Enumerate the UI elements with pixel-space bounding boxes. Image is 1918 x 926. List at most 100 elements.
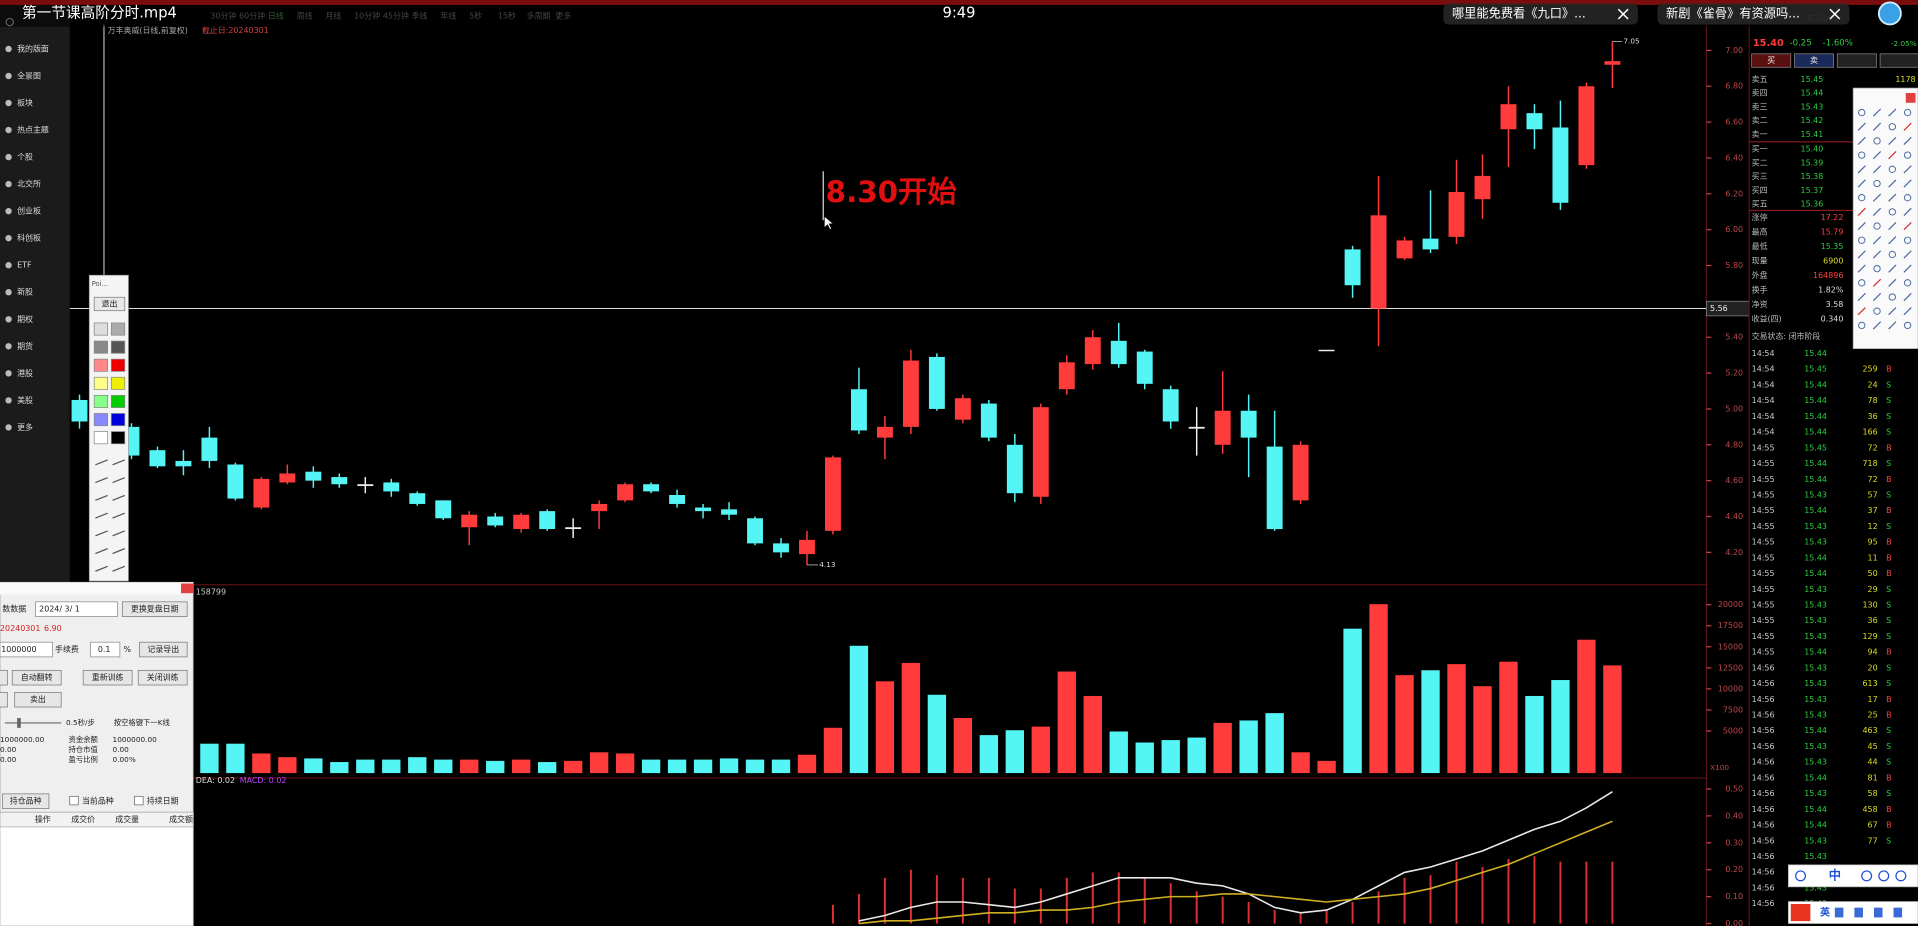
tool-icon[interactable] — [1873, 222, 1881, 230]
tool-icon[interactable] — [1858, 108, 1866, 117]
retrain-button[interactable] — [82, 669, 133, 686]
tool-icon[interactable] — [1872, 321, 1882, 330]
tool-icon[interactable] — [1903, 279, 1912, 287]
color-swatch[interactable] — [110, 413, 126, 427]
ime-icon[interactable] — [1893, 907, 1903, 918]
tools-palette-close[interactable] — [1905, 92, 1916, 103]
exit-button[interactable] — [93, 296, 126, 312]
color-swatch[interactable] — [93, 394, 109, 408]
button[interactable] — [0, 669, 8, 686]
tool-icon[interactable] — [1888, 136, 1897, 146]
checkbox[interactable] — [69, 795, 79, 806]
tool-icon[interactable] — [1903, 194, 1912, 202]
trade-button[interactable] — [1794, 53, 1834, 68]
tool-icon[interactable] — [1903, 165, 1912, 174]
ime-icon[interactable] — [1878, 870, 1890, 882]
tool-icon[interactable] — [1872, 250, 1882, 259]
tool-icon[interactable] — [1857, 122, 1866, 131]
color-swatch[interactable] — [93, 376, 109, 390]
tool-icon[interactable] — [1888, 151, 1897, 160]
tool-icon[interactable] — [1858, 279, 1866, 287]
notice[interactable] — [1657, 3, 1850, 25]
tool-icon[interactable] — [1888, 165, 1896, 173]
tool-icon[interactable] — [1872, 165, 1882, 174]
tool-icon[interactable] — [1888, 321, 1897, 330]
tool-icon[interactable] — [1888, 236, 1897, 245]
tool-icon[interactable] — [1858, 236, 1866, 244]
tool-icon[interactable] — [1888, 264, 1897, 273]
tool-icon[interactable] — [1872, 292, 1882, 302]
assistant-orb[interactable] — [1877, 1, 1902, 26]
color-swatch[interactable] — [110, 358, 126, 372]
color-swatch[interactable] — [93, 431, 109, 445]
tool-icon[interactable] — [1888, 293, 1896, 301]
tool-icon[interactable] — [1872, 151, 1882, 160]
tool-icon[interactable] — [1872, 207, 1882, 216]
tool-icon[interactable] — [1903, 108, 1912, 117]
color-swatch[interactable] — [110, 376, 126, 390]
color-swatch[interactable] — [93, 322, 109, 336]
tool-icon[interactable] — [1888, 250, 1896, 259]
tool-icon[interactable] — [1857, 307, 1866, 316]
tool-icon[interactable] — [1872, 122, 1882, 131]
tool-icon[interactable] — [1857, 136, 1866, 146]
tool-icon[interactable] — [1903, 179, 1912, 188]
capital-input[interactable] — [0, 641, 53, 658]
auto-button[interactable] — [11, 669, 62, 686]
tool-icon[interactable] — [1873, 179, 1881, 188]
tool-icon[interactable] — [1857, 221, 1866, 231]
date-input[interactable] — [35, 601, 118, 617]
tool-icon[interactable] — [1873, 137, 1881, 145]
fee-input[interactable] — [90, 641, 121, 658]
color-swatch[interactable] — [93, 413, 109, 427]
tool-icon[interactable] — [1857, 179, 1866, 188]
tool-icon[interactable] — [1888, 307, 1897, 316]
color-swatch[interactable] — [110, 431, 126, 445]
tool-icon[interactable] — [1903, 207, 1912, 216]
tool-icon[interactable] — [1858, 321, 1866, 330]
tool-icon[interactable] — [1903, 236, 1912, 244]
close-training-button[interactable] — [137, 669, 188, 686]
checkbox[interactable] — [134, 795, 144, 806]
sell-button[interactable] — [14, 691, 62, 708]
tool-icon[interactable] — [1872, 236, 1882, 245]
panel-button[interactable] — [1836, 53, 1877, 68]
tool-icon[interactable] — [1857, 264, 1866, 273]
tool-icon[interactable] — [1857, 292, 1866, 302]
tool-icon[interactable] — [1873, 264, 1881, 273]
tool-icon[interactable] — [1903, 136, 1912, 146]
color-swatch[interactable] — [93, 340, 109, 354]
tool-icon[interactable] — [1888, 193, 1897, 202]
trade-button[interactable] — [1751, 53, 1792, 68]
tool-icon[interactable] — [1858, 151, 1866, 159]
tool-icon[interactable] — [1888, 208, 1896, 216]
color-swatch[interactable] — [93, 358, 109, 372]
tool-icon[interactable] — [1873, 307, 1881, 315]
tool-icon[interactable] — [1858, 194, 1866, 202]
tool-icon[interactable] — [1888, 278, 1897, 287]
tool-icon[interactable] — [1888, 108, 1897, 117]
panel-button[interactable] — [1879, 53, 1918, 68]
ime-icon[interactable] — [1873, 907, 1883, 918]
tool-icon[interactable] — [1888, 221, 1897, 231]
notice-close[interactable] — [1829, 8, 1841, 20]
change-date-button[interactable] — [121, 601, 188, 617]
tool-icon[interactable] — [1903, 321, 1912, 330]
ime-icon[interactable] — [1795, 870, 1807, 882]
holding-button[interactable] — [2, 793, 50, 809]
tool-icon[interactable] — [1903, 250, 1912, 259]
button[interactable] — [0, 691, 8, 708]
ime-icon[interactable] — [1895, 870, 1907, 882]
color-swatch[interactable] — [110, 340, 126, 354]
notice[interactable] — [1443, 3, 1638, 25]
tool-icon[interactable] — [1903, 292, 1912, 302]
tool-icon[interactable] — [1872, 278, 1882, 287]
dialog-close[interactable] — [181, 583, 194, 594]
tool-icon[interactable] — [1903, 122, 1912, 131]
tool-icon[interactable] — [1872, 108, 1882, 117]
notice-close[interactable] — [1617, 8, 1629, 20]
ime-icon[interactable] — [1854, 907, 1863, 918]
tool-icon[interactable] — [1872, 193, 1882, 202]
tool-icon[interactable] — [1888, 123, 1896, 131]
tool-icon[interactable] — [1903, 151, 1912, 159]
